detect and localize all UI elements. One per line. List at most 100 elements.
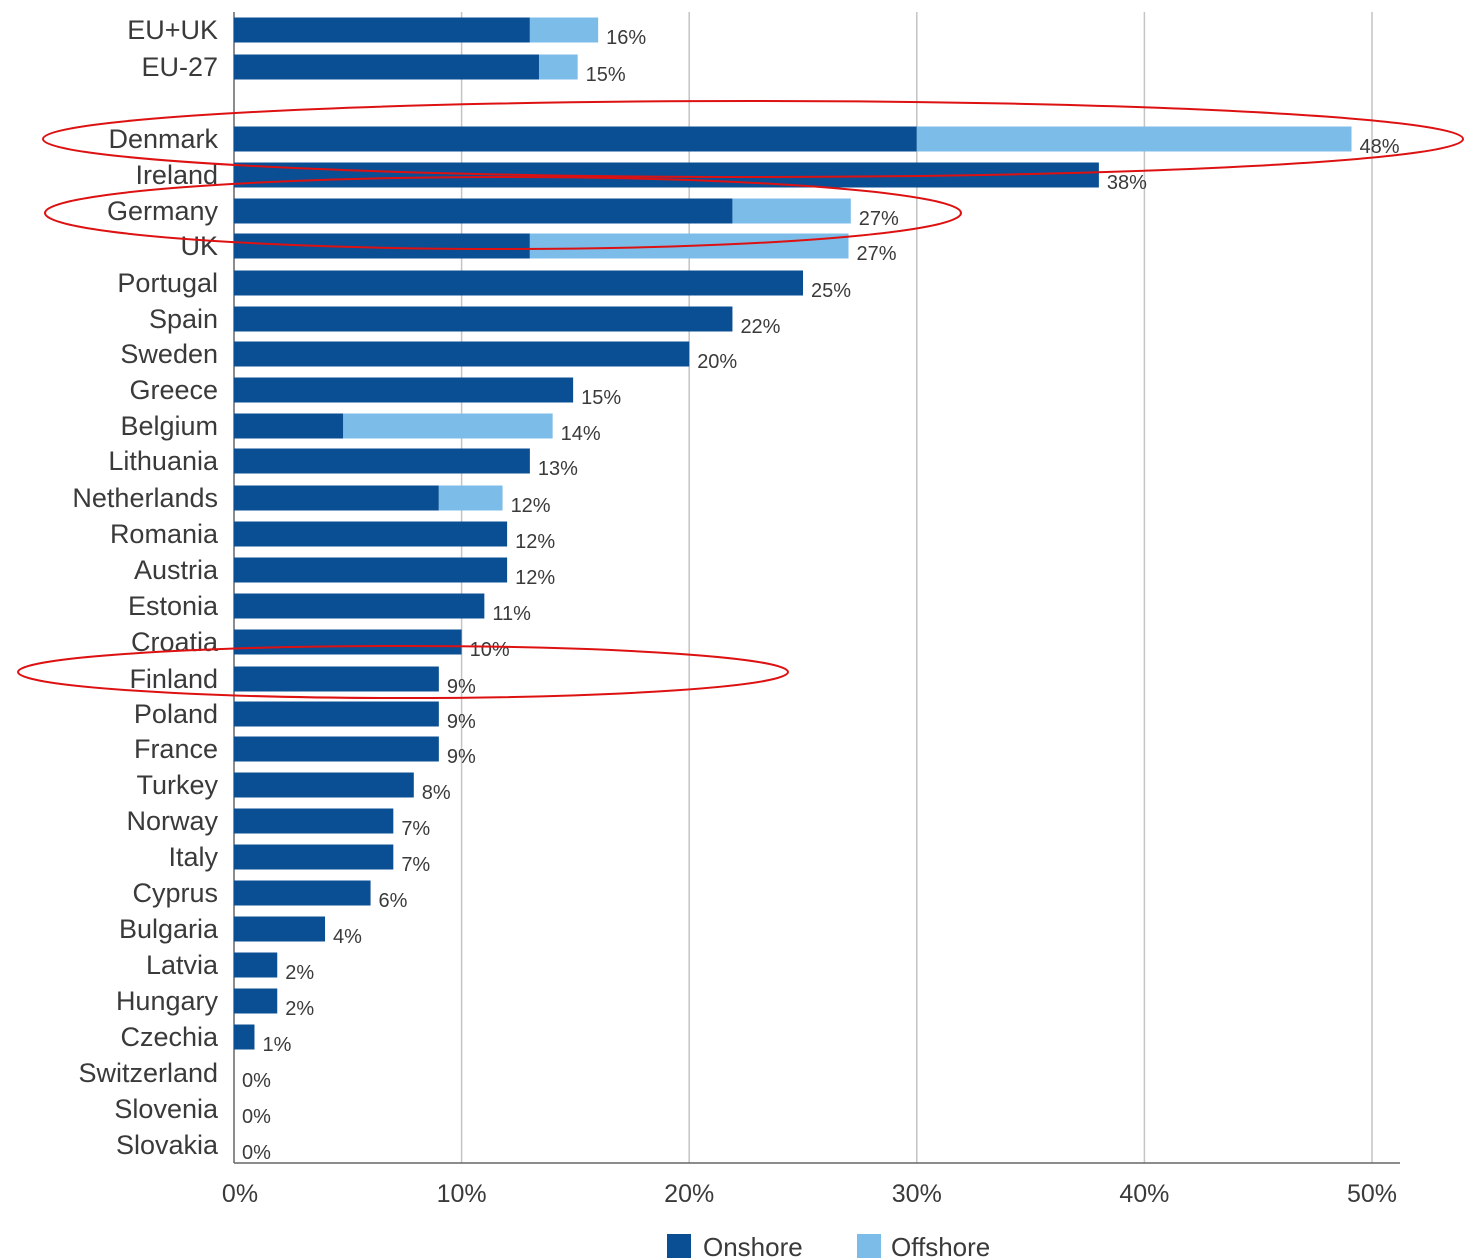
bar-offshore	[916, 126, 1352, 152]
value-label: 12%	[511, 495, 551, 517]
value-label: 15%	[586, 64, 626, 86]
value-label: 25%	[811, 280, 851, 302]
x-tick-label: 0%	[222, 1180, 258, 1208]
legend-swatch-onshore	[667, 1234, 691, 1258]
bar-onshore	[234, 952, 278, 978]
category-label: Greece	[129, 375, 218, 405]
category-label: EU-27	[141, 52, 218, 82]
bar-onshore	[234, 593, 485, 619]
value-label: 4%	[333, 926, 362, 948]
value-label: 9%	[447, 746, 476, 768]
value-label: 12%	[515, 567, 555, 589]
x-tick-label: 30%	[892, 1180, 942, 1208]
bar-onshore	[234, 198, 733, 224]
bar-onshore	[234, 701, 439, 727]
legend-label-onshore: Onshore	[703, 1232, 803, 1260]
category-label: Austria	[134, 555, 219, 585]
category-label: Slovenia	[114, 1094, 219, 1124]
bar-onshore	[234, 413, 344, 439]
value-label: 0%	[242, 1070, 271, 1092]
x-tick-label: 40%	[1119, 1180, 1169, 1208]
bar-onshore	[234, 988, 278, 1014]
value-label: 15%	[581, 387, 621, 409]
bar-onshore	[234, 772, 414, 798]
category-label: Latvia	[146, 950, 219, 980]
bar-onshore	[234, 629, 462, 655]
value-label: 0%	[242, 1106, 271, 1128]
value-label: 27%	[859, 208, 899, 230]
x-tick-label: 10%	[437, 1180, 487, 1208]
category-label: UK	[180, 231, 218, 261]
bar-onshore	[234, 126, 917, 152]
value-label: 0%	[242, 1142, 271, 1164]
highlight-ellipse-germany	[44, 176, 962, 250]
category-label: Czechia	[120, 1022, 219, 1052]
bar-onshore	[234, 270, 803, 296]
value-label: 8%	[422, 782, 451, 804]
bar-offshore	[529, 17, 599, 43]
bar-onshore	[234, 880, 371, 906]
value-label: 48%	[1360, 136, 1400, 158]
value-label: 11%	[492, 603, 531, 625]
highlight-ellipse-finland	[17, 645, 789, 699]
bar-onshore	[234, 17, 530, 43]
value-label: 7%	[401, 818, 430, 840]
bar-onshore	[234, 916, 326, 942]
category-label: France	[134, 734, 218, 764]
category-label: Estonia	[128, 591, 219, 621]
category-label: Bulgaria	[119, 914, 219, 944]
legend-swatch-offshore	[857, 1234, 881, 1258]
bar-onshore	[234, 1024, 255, 1050]
category-label: Switzerland	[78, 1058, 218, 1088]
value-label: 1%	[262, 1034, 291, 1056]
value-label: 6%	[379, 890, 408, 912]
bar-onshore	[234, 233, 530, 259]
bar-onshore	[234, 521, 508, 547]
value-label: 20%	[697, 351, 737, 373]
category-label: Denmark	[108, 124, 218, 154]
value-label: 2%	[285, 998, 314, 1020]
value-label: 2%	[285, 962, 314, 984]
value-label: 9%	[447, 711, 476, 733]
value-label: 9%	[447, 676, 476, 698]
category-label: Slovakia	[116, 1130, 219, 1160]
value-label: 7%	[401, 854, 430, 876]
bar-onshore	[234, 666, 439, 692]
value-label: 10%	[470, 639, 510, 661]
category-label: Netherlands	[72, 483, 218, 513]
value-label: 38%	[1107, 172, 1147, 194]
value-label: 12%	[515, 531, 555, 553]
legend-label-offshore: Offshore	[891, 1232, 990, 1260]
category-label: Italy	[168, 842, 218, 872]
bar-onshore	[234, 448, 530, 474]
bar-onshore	[234, 808, 394, 834]
bar-offshore	[732, 198, 851, 224]
category-label: Germany	[107, 196, 219, 226]
category-label: Hungary	[116, 986, 219, 1016]
bar-onshore	[234, 557, 508, 583]
category-label: Romania	[110, 519, 219, 549]
category-label: Sweden	[120, 339, 218, 369]
category-label: Cyprus	[132, 878, 218, 908]
bar-onshore	[234, 485, 439, 511]
value-label: 22%	[740, 316, 780, 338]
category-label: Turkey	[136, 770, 218, 800]
category-label: EU+UK	[127, 15, 218, 45]
bar-onshore	[234, 736, 439, 762]
value-label: 27%	[857, 243, 897, 265]
category-label: Spain	[149, 304, 218, 334]
value-label: 16%	[606, 27, 646, 49]
bar-offshore	[343, 413, 553, 439]
bar-onshore	[234, 341, 690, 367]
bar-onshore	[234, 377, 574, 403]
x-tick-label: 50%	[1347, 1180, 1397, 1208]
highlight-ellipse-denmark	[42, 100, 1464, 178]
category-label: Poland	[134, 699, 218, 729]
bar-onshore	[234, 844, 394, 870]
category-label: Norway	[126, 806, 218, 836]
category-label: Portugal	[117, 268, 218, 298]
value-label: 13%	[538, 458, 578, 480]
category-label: Finland	[129, 664, 218, 694]
category-label: Belgium	[120, 411, 218, 441]
